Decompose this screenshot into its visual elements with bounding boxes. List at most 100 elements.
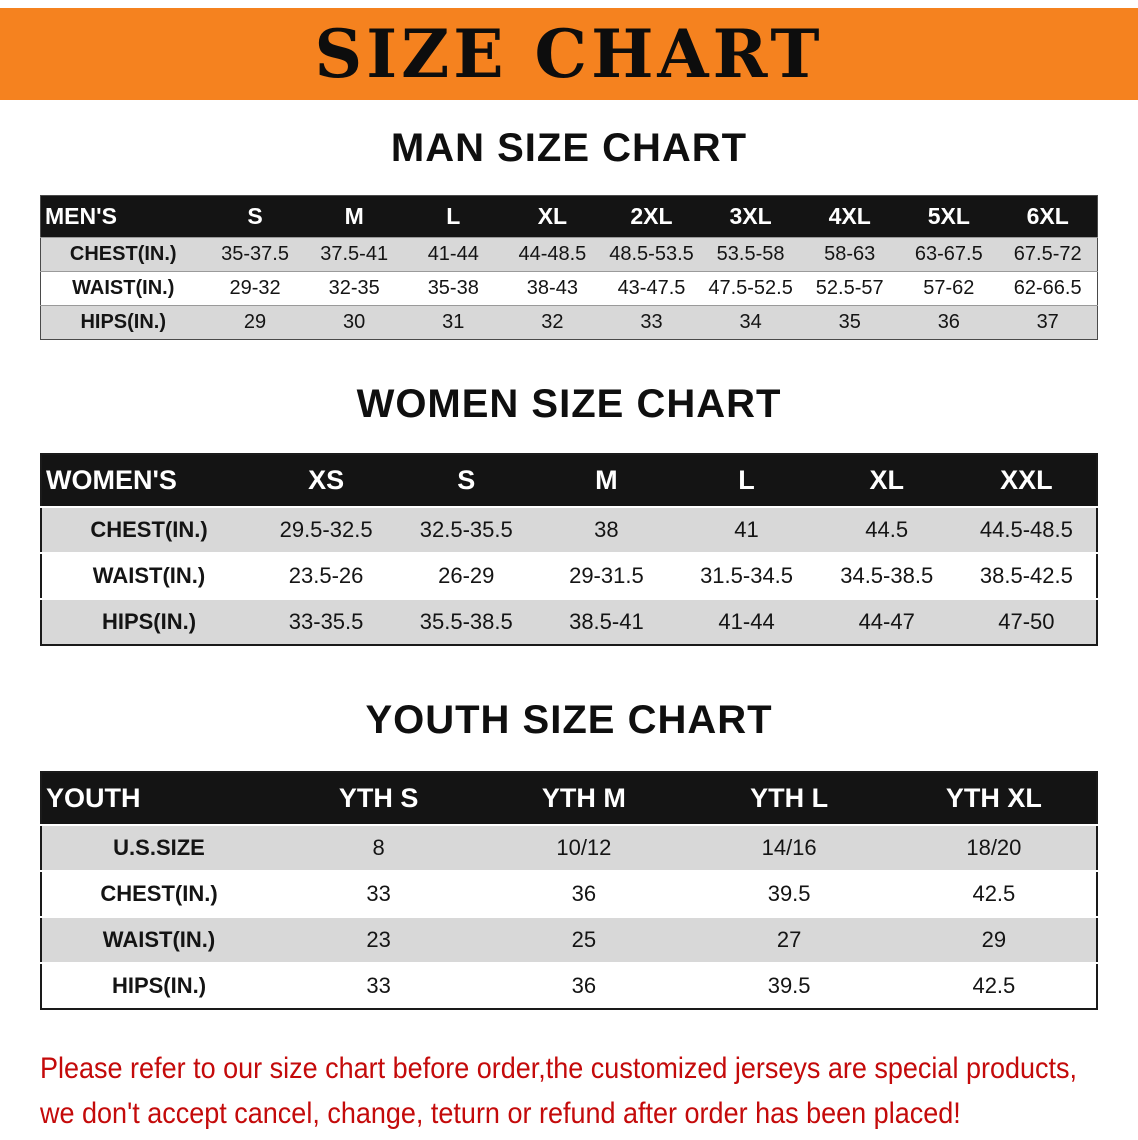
size-value-cell: 32-35 [328,277,380,299]
size-value-cell: 62-66.5 [1013,277,1082,299]
size-value-cell: 23.5-26 [288,563,364,588]
size-value-cell: 27 [776,927,802,952]
measurement-row: WAIST(IN.) 23 25 27 29 [41,917,1097,963]
size-value-cell: 10/12 [556,835,612,860]
table-header-row: WOMEN'S XS S M L XL XXL [41,454,1097,507]
size-value-cell: 41 [734,517,759,542]
womens-section-heading: WOMEN SIZE CHART [356,382,782,426]
row-label-cell: HIPS(IN.) [80,311,167,333]
size-value-cell: 8 [372,835,385,860]
size-value-cell: 33 [640,311,663,333]
size-header-cell: 3XL [701,195,801,238]
size-header-cell: L [403,195,503,238]
size-value-cell: 33-35.5 [288,609,364,634]
size-value-cell: 52.5-57 [815,277,884,299]
size-value-cell: 63-67.5 [914,243,983,265]
size-value-cell: 35-37.5 [221,243,289,265]
size-header-cell: XL [816,454,957,507]
size-value-cell: 48.5-53.5 [609,243,694,265]
size-value-cell: 67.5-72 [1013,243,1082,265]
size-value-cell: 38.5-41 [569,609,644,634]
size-value-cell: 44.5-48.5 [979,517,1073,542]
size-value-cell: 33 [366,973,391,998]
size-value-cell: 33 [366,881,391,906]
size-value-cell: 14/16 [761,835,817,860]
size-value-cell: 36 [571,881,597,906]
measurement-row: CHEST(IN.) 29.5-32.5 32.5-35.5 38 41 44.5 44.5… [41,507,1097,553]
measurement-row: WAIST(IN.) 29-32 32-35 35-38 38-43 43-47.5 47.… [40,271,1098,306]
measurement-row: CHEST(IN.) 33 36 39.5 42.5 [41,871,1097,917]
size-value-cell: 42.5 [972,973,1016,998]
size-value-cell: 47.5-52.5 [708,277,793,299]
size-value-cell: 37 [1036,311,1059,333]
mens-section-heading: MAN SIZE CHART [390,126,748,170]
size-value-cell: 29 [981,927,1007,952]
row-label-cell: WAIST(IN.) [92,563,206,588]
size-value-cell: 43-47.5 [617,277,686,299]
size-header-cell: S [205,195,305,238]
size-chart-page: SIZE CHART MAN SIZE CHART MEN'S S M L XL 2XL 3… [0,8,1138,1136]
row-label-cell: CHEST(IN.) [69,243,177,265]
measurement-row: CHEST(IN.) 35-37.5 37.5-41 41-44 44-48.5 48.5… [40,237,1098,272]
mens-size-table: MEN'S S M L XL 2XL 3XL 4XL 5XL 6XL CHEST(IN.) 35-37… [40,195,1098,340]
table-title-cell: WOMEN'S [41,454,256,507]
row-label-cell: HIPS(IN.) [111,973,207,998]
size-header-cell: XS [256,454,397,507]
size-header-cell: 5XL [899,195,999,238]
size-value-cell: 29-32 [229,277,281,299]
row-label-cell: CHEST(IN.) [100,881,218,906]
size-value-cell: 38.5-42.5 [979,563,1073,588]
size-value-cell: 32 [541,311,564,333]
size-value-cell: 34.5-38.5 [840,563,934,588]
size-value-cell: 38 [594,517,619,542]
size-header-cell: XL [502,195,602,238]
size-value-cell: 36 [571,973,597,998]
womens-section: WOMEN SIZE CHART WOMEN'S XS S M L XL XXL CHEST(… [0,382,1138,646]
size-value-cell: 44-47 [858,609,915,634]
size-value-cell: 39.5 [767,973,811,998]
size-value-cell: 58-63 [824,243,876,265]
table-header-row: MEN'S S M L XL 2XL 3XL 4XL 5XL 6XL [40,195,1098,238]
measurement-row: HIPS(IN.) 29 30 31 32 33 34 35 36 37 [40,305,1098,340]
size-value-cell: 25 [571,927,597,952]
size-value-cell: 44-48.5 [518,243,587,265]
size-value-cell: 31 [442,311,465,333]
mens-section: MAN SIZE CHART MEN'S S M L XL 2XL 3XL 4XL 5XL 6XL… [0,126,1138,340]
measurement-row: HIPS(IN.) 33 36 39.5 42.5 [41,963,1097,1009]
womens-size-table: WOMEN'S XS S M L XL XXL CHEST(IN.) 29.5-32.5 32.5… [40,453,1098,646]
size-value-cell: 29.5-32.5 [279,517,373,542]
size-value-cell: 53.5-58 [716,243,785,265]
size-value-cell: 23 [366,927,391,952]
size-header-cell: YTH XL [891,772,1097,825]
table-header-row: YOUTH YTH S YTH M YTH L YTH XL [41,772,1097,825]
notice-line-1: Please refer to our size chart before or… [40,1052,1078,1085]
size-value-cell: 38-43 [526,277,578,299]
size-value-cell: 37.5-41 [320,243,389,265]
size-header-cell: L [676,454,817,507]
size-value-cell: 32.5-35.5 [419,517,513,542]
row-label-cell: WAIST(IN.) [72,277,175,299]
size-value-cell: 36 [937,311,960,333]
table-title-cell: MEN'S [40,195,206,238]
page-title: SIZE CHART [314,15,824,93]
row-label-cell: HIPS(IN.) [101,609,197,634]
row-label-cell: WAIST(IN.) [102,927,216,952]
order-notice: Please refer to our size chart before or… [40,1046,1102,1136]
size-header-cell: YTH S [276,772,482,825]
size-header-cell: M [536,454,677,507]
row-label-cell: U.S.SIZE [113,835,205,860]
size-value-cell: 18/20 [966,835,1022,860]
size-value-cell: 47-50 [998,609,1055,634]
size-header-cell: XXL [956,454,1097,507]
youth-section: YOUTH SIZE CHART YOUTH YTH S YTH M YTH L YTH… [0,698,1138,1010]
size-value-cell: 34 [739,311,762,333]
size-value-cell: 35-38 [427,277,479,299]
size-value-cell: 31.5-34.5 [700,563,794,588]
size-value-cell: 35.5-38.5 [419,609,513,634]
notice-line-2: we don't accept cancel, change, teturn o… [40,1097,961,1130]
banner: SIZE CHART [0,8,1138,100]
row-label-cell: CHEST(IN.) [90,517,208,542]
size-value-cell: 44.5 [865,517,909,542]
size-value-cell: 57-62 [923,277,975,299]
table-title-cell: YOUTH [41,772,276,825]
